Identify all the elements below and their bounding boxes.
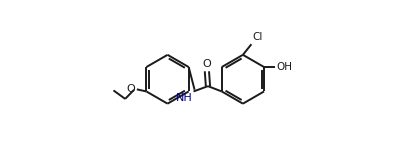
Text: O: O bbox=[202, 59, 211, 69]
Text: Cl: Cl bbox=[252, 32, 263, 42]
Text: O: O bbox=[127, 84, 136, 94]
Text: NH: NH bbox=[176, 93, 192, 102]
Text: OH: OH bbox=[276, 62, 292, 72]
